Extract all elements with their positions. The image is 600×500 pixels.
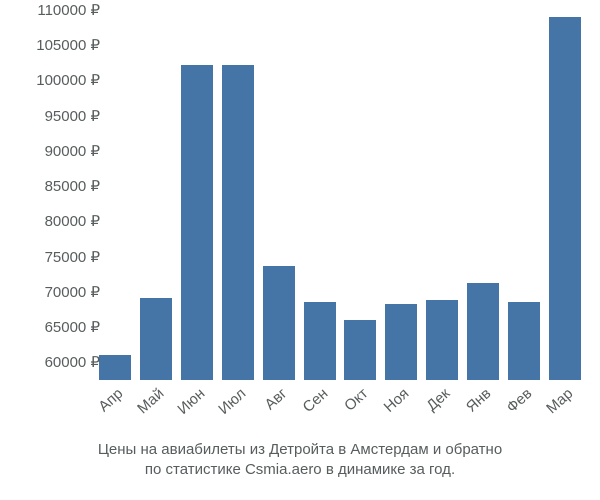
bar [549,17,581,380]
chart-container: 60000 ₽ 65000 ₽ 70000 ₽ 75000 ₽ 80000 ₽ 85000… [0,0,600,500]
x-tick-label: Фев [503,385,535,416]
chart-caption: Цены на авиабилеты из Детройта в Амстерд… [0,440,600,481]
caption-line-1: Цены на авиабилеты из Детройта в Амстерд… [98,441,502,458]
y-tick-label: 95000 ₽ [10,107,100,125]
plot-area [95,10,585,380]
y-tick-label: 105000 ₽ [10,36,100,54]
bar [344,320,376,380]
bar [263,266,295,380]
y-tick-label: 80000 ₽ [10,212,100,230]
x-tick-label: Апр [96,385,127,415]
x-tick-label: Авг [261,385,290,413]
x-tick-label: Июл [215,385,249,418]
y-tick-label: 65000 ₽ [10,318,100,336]
caption-line-2: по статистике Csmia.aero в динамике за г… [145,461,455,478]
x-tick-label: Окт [342,385,372,415]
bar [304,302,336,380]
x-tick-label: Дек [423,385,453,414]
bar [222,65,254,380]
y-tick-label: 75000 ₽ [10,248,100,266]
x-tick-label: Июн [175,385,209,418]
bar [426,300,458,380]
bar [181,65,213,380]
x-tick-label: Сен [299,385,331,416]
y-tick-label: 85000 ₽ [10,177,100,195]
bar [385,304,417,380]
x-tick-label: Ноя [381,385,413,416]
bar [140,298,172,380]
x-tick-label: Янв [463,385,495,416]
bar [467,283,499,380]
x-tick-label: Мар [543,385,576,417]
y-tick-label: 90000 ₽ [10,142,100,160]
bar [99,355,131,380]
y-tick-label: 110000 ₽ [10,1,100,19]
y-tick-label: 60000 ₽ [10,353,100,371]
x-tick-label: Май [134,385,167,417]
y-tick-label: 100000 ₽ [10,71,100,89]
y-tick-label: 70000 ₽ [10,283,100,301]
bar [508,302,540,380]
